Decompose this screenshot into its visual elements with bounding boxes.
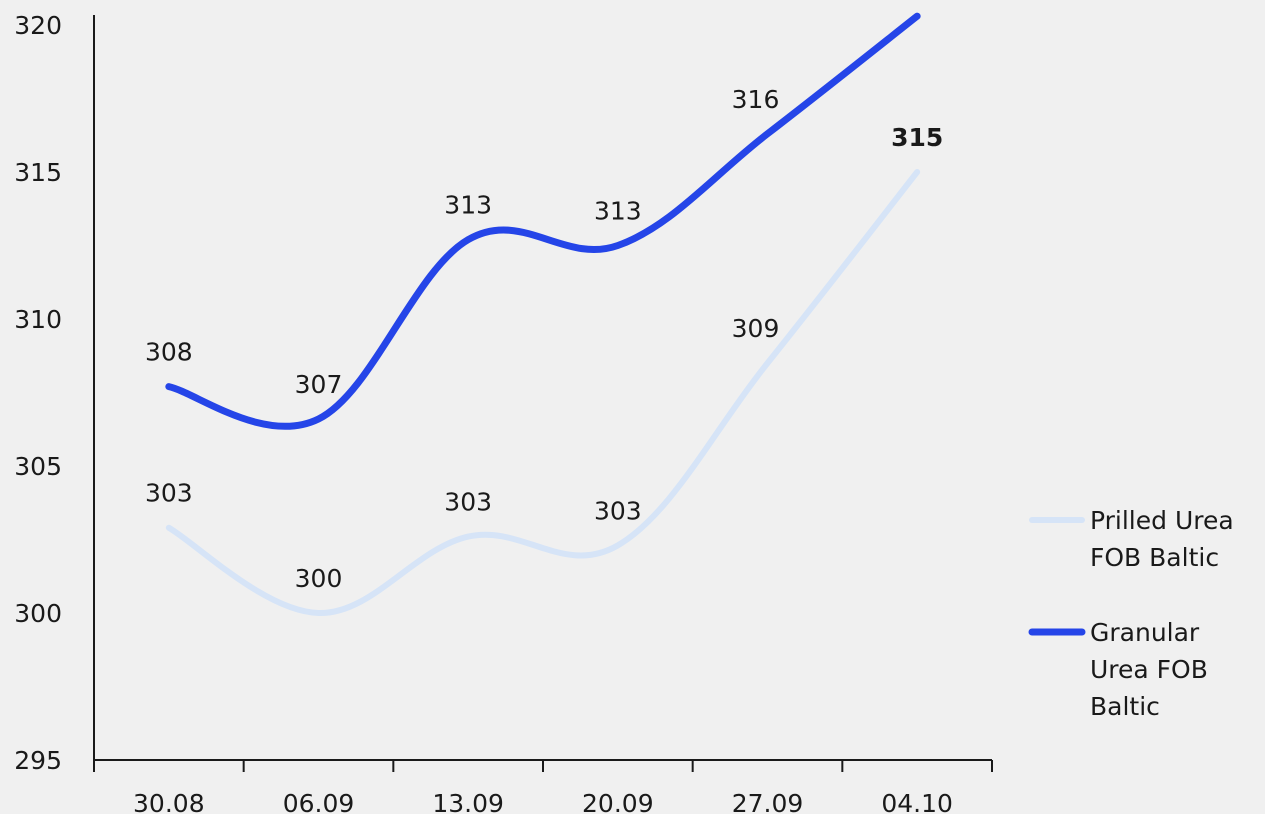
series-line-1 <box>165 12 921 430</box>
series-line-0 <box>165 169 921 617</box>
data-label: 313 <box>594 197 642 226</box>
y-tick-label: 315 <box>14 158 62 187</box>
legend-label: Granular Urea FOB Baltic <box>1090 618 1208 721</box>
y-tick-label: 295 <box>14 746 62 775</box>
y-tick-label: 310 <box>14 305 62 334</box>
legend-label: Prilled Urea FOB Baltic <box>1090 506 1234 572</box>
data-label: 303 <box>145 479 193 508</box>
x-tick-label: 06.09 <box>283 789 355 814</box>
data-label: 303 <box>594 496 642 525</box>
data-label: 307 <box>295 370 343 399</box>
y-tick-label: 305 <box>14 452 62 481</box>
x-tick-label: 20.09 <box>582 789 654 814</box>
data-label: 308 <box>145 338 193 367</box>
data-label: 316 <box>732 85 780 114</box>
data-label: 309 <box>732 314 780 343</box>
x-tick-label: 27.09 <box>732 789 804 814</box>
y-tick-label: 320 <box>14 11 62 40</box>
data-label: 303 <box>444 488 492 517</box>
x-tick-label: 13.09 <box>432 789 504 814</box>
x-tick-label: 30.08 <box>133 789 205 814</box>
data-label: 313 <box>444 191 492 220</box>
x-tick-label: 04.10 <box>881 789 953 814</box>
y-tick-label: 300 <box>14 599 62 628</box>
data-label: 315 <box>891 123 943 152</box>
data-label: 300 <box>295 564 343 593</box>
